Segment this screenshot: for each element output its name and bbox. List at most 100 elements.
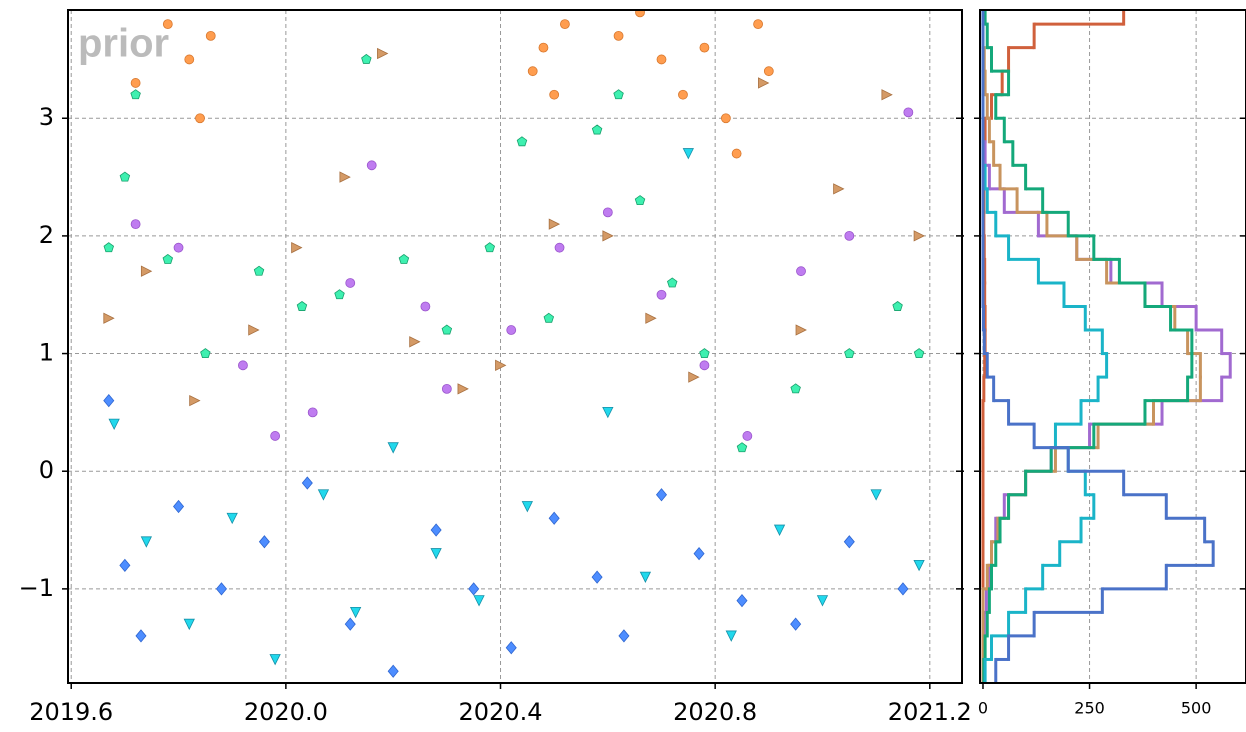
point (495, 359, 507, 371)
point (656, 54, 667, 65)
point (253, 265, 265, 276)
point (903, 107, 914, 118)
plot-area (981, 10, 1232, 683)
point (699, 348, 710, 359)
point (742, 431, 753, 441)
point (258, 535, 270, 549)
point (554, 242, 565, 253)
point (892, 301, 903, 311)
point (678, 89, 688, 100)
point (763, 66, 774, 77)
x-tick-label: 0 (978, 699, 988, 718)
point (548, 218, 561, 230)
point (162, 253, 174, 264)
point (720, 113, 731, 124)
point (162, 19, 173, 30)
point (248, 324, 260, 336)
x-tick-label: 250 (1074, 699, 1105, 718)
point (753, 19, 763, 30)
point (560, 19, 570, 30)
point (844, 231, 855, 241)
point (441, 383, 452, 394)
point (635, 10, 645, 18)
point (345, 278, 356, 288)
point (108, 418, 120, 431)
point (173, 499, 185, 514)
point (296, 301, 308, 311)
point (468, 582, 480, 596)
point (773, 524, 786, 536)
point (270, 431, 281, 441)
point (682, 148, 694, 160)
point (339, 171, 351, 183)
point (430, 523, 442, 537)
point (843, 535, 855, 549)
x-tick-label: 2020.4 (459, 698, 543, 726)
point (699, 42, 710, 53)
axes-frame (979, 9, 1246, 684)
point (140, 536, 152, 548)
point (870, 489, 882, 501)
point (377, 47, 389, 60)
point (618, 629, 630, 643)
point (521, 501, 533, 513)
point (349, 607, 362, 619)
point (758, 77, 770, 89)
point (103, 393, 115, 408)
point (693, 546, 705, 561)
point (205, 30, 216, 41)
point (613, 89, 624, 100)
point (130, 89, 141, 100)
x-tick-label: 2019.6 (29, 698, 113, 726)
point (103, 242, 115, 253)
point (387, 664, 399, 678)
point (409, 336, 421, 348)
point (269, 654, 281, 666)
point (135, 629, 147, 643)
point (238, 360, 248, 371)
y-tick-label: −1 (19, 574, 54, 602)
point (639, 571, 652, 584)
point (844, 348, 855, 359)
point (215, 582, 227, 596)
point (130, 219, 141, 230)
point (307, 407, 318, 418)
point (602, 406, 614, 419)
point (913, 348, 925, 359)
point (183, 618, 195, 631)
point (795, 324, 807, 336)
point (790, 383, 801, 394)
x-tick-label: 2020.0 (244, 698, 328, 726)
point (484, 242, 496, 253)
point (602, 230, 614, 242)
point (366, 160, 377, 171)
annotation: prior (78, 22, 169, 66)
point (538, 42, 549, 53)
point (200, 348, 211, 359)
point (656, 289, 667, 300)
point (103, 312, 115, 324)
point (505, 641, 517, 655)
point (549, 89, 560, 100)
axes-frame (67, 9, 963, 684)
point (667, 277, 678, 288)
point (317, 489, 330, 501)
point (796, 266, 806, 277)
y-tick-label: 0 (39, 456, 54, 484)
point (913, 230, 925, 242)
point (591, 570, 603, 584)
plot-area (103, 10, 925, 678)
point (119, 171, 131, 182)
point (655, 488, 668, 502)
point (725, 630, 737, 642)
point (387, 442, 399, 454)
point (506, 325, 517, 335)
point (184, 54, 195, 65)
point (897, 582, 909, 596)
point (291, 242, 303, 254)
point (881, 89, 893, 101)
point (473, 595, 485, 607)
point (130, 78, 141, 88)
x-tick-label: 2021.2 (888, 698, 972, 726)
